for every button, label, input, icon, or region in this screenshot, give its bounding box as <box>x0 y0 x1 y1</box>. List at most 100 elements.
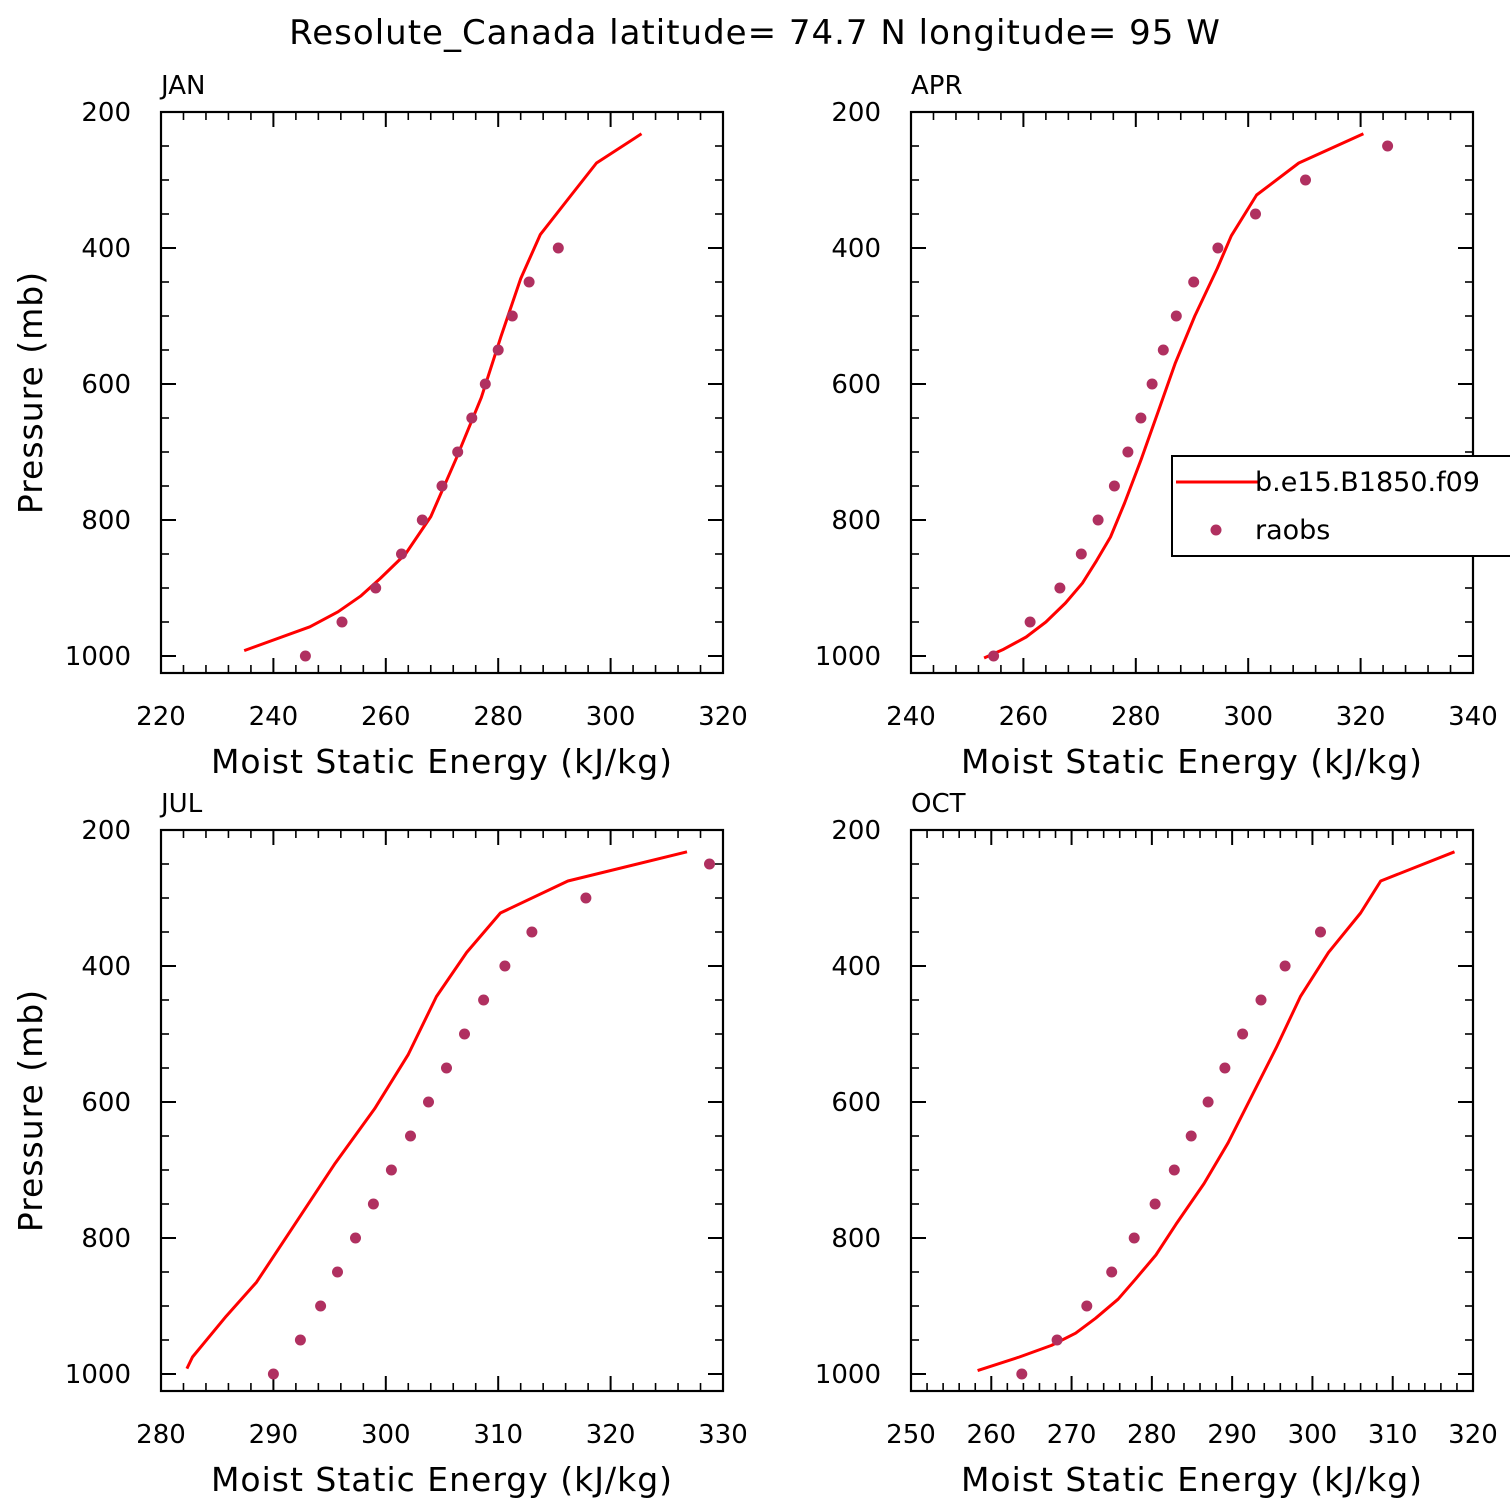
jul-ytick-label: 600 <box>81 1088 131 1118</box>
legend-obs-marker <box>1210 524 1222 536</box>
oct-raobs-point <box>1237 1028 1249 1040</box>
apr-ytick-label: 800 <box>831 506 881 536</box>
jul-ytick-label: 1000 <box>65 1360 131 1390</box>
oct-ytick-label: 200 <box>831 816 881 846</box>
jul-raobs-point <box>478 994 490 1006</box>
oct-raobs-point <box>1185 1130 1197 1142</box>
jan-raobs-point <box>492 344 504 356</box>
jul-raobs-point <box>294 1334 306 1346</box>
oct-xtick-label: 280 <box>1127 1420 1177 1450</box>
jul-raobs-point <box>315 1300 327 1312</box>
jan-xtick-label: 260 <box>361 702 411 732</box>
jan-xtick-label: 300 <box>586 702 636 732</box>
jan-xtick-label: 320 <box>698 702 748 732</box>
jul-raobs-point <box>459 1028 470 1040</box>
jul-xtick-label: 320 <box>586 1420 636 1450</box>
oct-axes-frame <box>909 828 1475 1393</box>
jan-raobs-point <box>479 378 491 390</box>
apr-x-axis-label: Moist Static Energy (kJ/kg) <box>961 742 1423 781</box>
jul-raobs-point <box>526 926 538 938</box>
jul-model-line <box>185 850 688 1370</box>
apr-raobs-point <box>1135 412 1147 424</box>
oct-xtick-label: 260 <box>966 1420 1016 1450</box>
legend-model-label: b.e15.B1850.f09 <box>1255 467 1480 498</box>
oct-xtick-label: 320 <box>1448 1420 1498 1450</box>
apr-raobs-point <box>1188 276 1200 288</box>
legend-obs-label: raobs <box>1255 515 1330 546</box>
apr-raobs-point <box>1146 378 1158 390</box>
apr-xtick-label: 260 <box>999 702 1049 732</box>
jan-model-line <box>243 132 643 653</box>
jan-raobs-point <box>370 582 382 594</box>
jan-x-axis-label: Moist Static Energy (kJ/kg) <box>211 742 673 781</box>
oct-model-line <box>977 850 1456 1373</box>
jan-xtick-label: 220 <box>136 702 186 732</box>
apr-raobs-point <box>1092 514 1104 526</box>
apr-raobs-point <box>1054 582 1066 594</box>
oct-panel-title: OCT <box>911 789 966 819</box>
jan-raobs-point <box>416 514 428 526</box>
apr-raobs-point <box>1300 174 1311 186</box>
jul-ytick-label: 400 <box>81 952 131 982</box>
jan-ytick-label: 800 <box>81 506 131 536</box>
panel-jul: JUL 280 290 300 310 320 330 200 400 600 800 1000 Moi… <box>11 789 748 1499</box>
jul-raobs-point <box>704 858 715 870</box>
jan-axes-frame <box>159 110 725 675</box>
apr-model-line <box>983 132 1365 660</box>
oct-raobs-point <box>1315 926 1326 938</box>
jul-raobs-point <box>423 1096 434 1108</box>
jul-xtick-label: 310 <box>473 1420 523 1450</box>
oct-raobs-point <box>1279 960 1291 972</box>
jul-raobs-point <box>405 1130 416 1142</box>
apr-raobs-point <box>1212 242 1224 254</box>
jan-xtick-label: 240 <box>249 702 299 732</box>
panel-apr: APR 240 260 280 300 320 340 200 400 600 800 1000 Moi… <box>815 71 1498 781</box>
legend-box <box>1171 455 1510 557</box>
oct-xtick-label: 300 <box>1288 1420 1338 1450</box>
jan-raobs-point <box>523 276 535 288</box>
oct-xtick-label: 250 <box>886 1420 936 1450</box>
apr-ytick-label: 600 <box>831 370 881 400</box>
apr-xtick-label: 340 <box>1448 702 1498 732</box>
jan-ytick-label: 400 <box>81 234 131 264</box>
oct-ytick-label: 600 <box>831 1088 881 1118</box>
jul-axes-frame <box>159 828 725 1393</box>
apr-raobs-point <box>1075 548 1087 560</box>
jul-raobs-point <box>332 1266 343 1278</box>
jul-raobs-point <box>385 1164 397 1176</box>
jul-raobs-point <box>441 1062 452 1074</box>
jul-y-axis-label: Pressure (mb) <box>11 989 50 1232</box>
apr-raobs-point <box>1157 344 1169 356</box>
jan-raobs-point <box>436 480 448 492</box>
jul-raobs-point <box>350 1232 361 1244</box>
oct-raobs-point <box>1149 1198 1161 1210</box>
jul-raobs-point <box>267 1368 279 1380</box>
oct-ytick-label: 400 <box>831 952 881 982</box>
oct-xtick-label: 310 <box>1368 1420 1418 1450</box>
oct-raobs-point <box>1168 1164 1180 1176</box>
oct-raobs-point <box>1255 994 1267 1006</box>
apr-raobs-point <box>1382 140 1394 152</box>
oct-raobs-point <box>1219 1062 1231 1074</box>
apr-xtick-label: 300 <box>1223 702 1273 732</box>
jan-raobs-point <box>552 242 564 254</box>
oct-raobs-point <box>1016 1368 1028 1380</box>
jan-raobs-point <box>452 446 464 458</box>
panel-oct: OCT 250 260 270 280 290 300 310 320 200 400 600 800 1… <box>815 789 1498 1499</box>
apr-raobs-point <box>1122 446 1134 458</box>
apr-xtick-label: 280 <box>1111 702 1161 732</box>
jan-raobs-point <box>466 412 478 424</box>
jul-ytick-label: 200 <box>81 816 131 846</box>
jul-xtick-label: 290 <box>249 1420 299 1450</box>
oct-x-axis-label: Moist Static Energy (kJ/kg) <box>961 1460 1423 1499</box>
apr-raobs-point <box>1250 208 1261 220</box>
jul-xtick-label: 300 <box>361 1420 411 1450</box>
apr-raobs-point <box>1170 310 1182 322</box>
jul-ytick-label: 800 <box>81 1224 131 1254</box>
jan-xtick-label: 280 <box>473 702 523 732</box>
jan-raobs-point <box>396 548 407 560</box>
jul-x-axis-label: Moist Static Energy (kJ/kg) <box>211 1460 673 1499</box>
jul-raobs-point <box>367 1198 379 1210</box>
